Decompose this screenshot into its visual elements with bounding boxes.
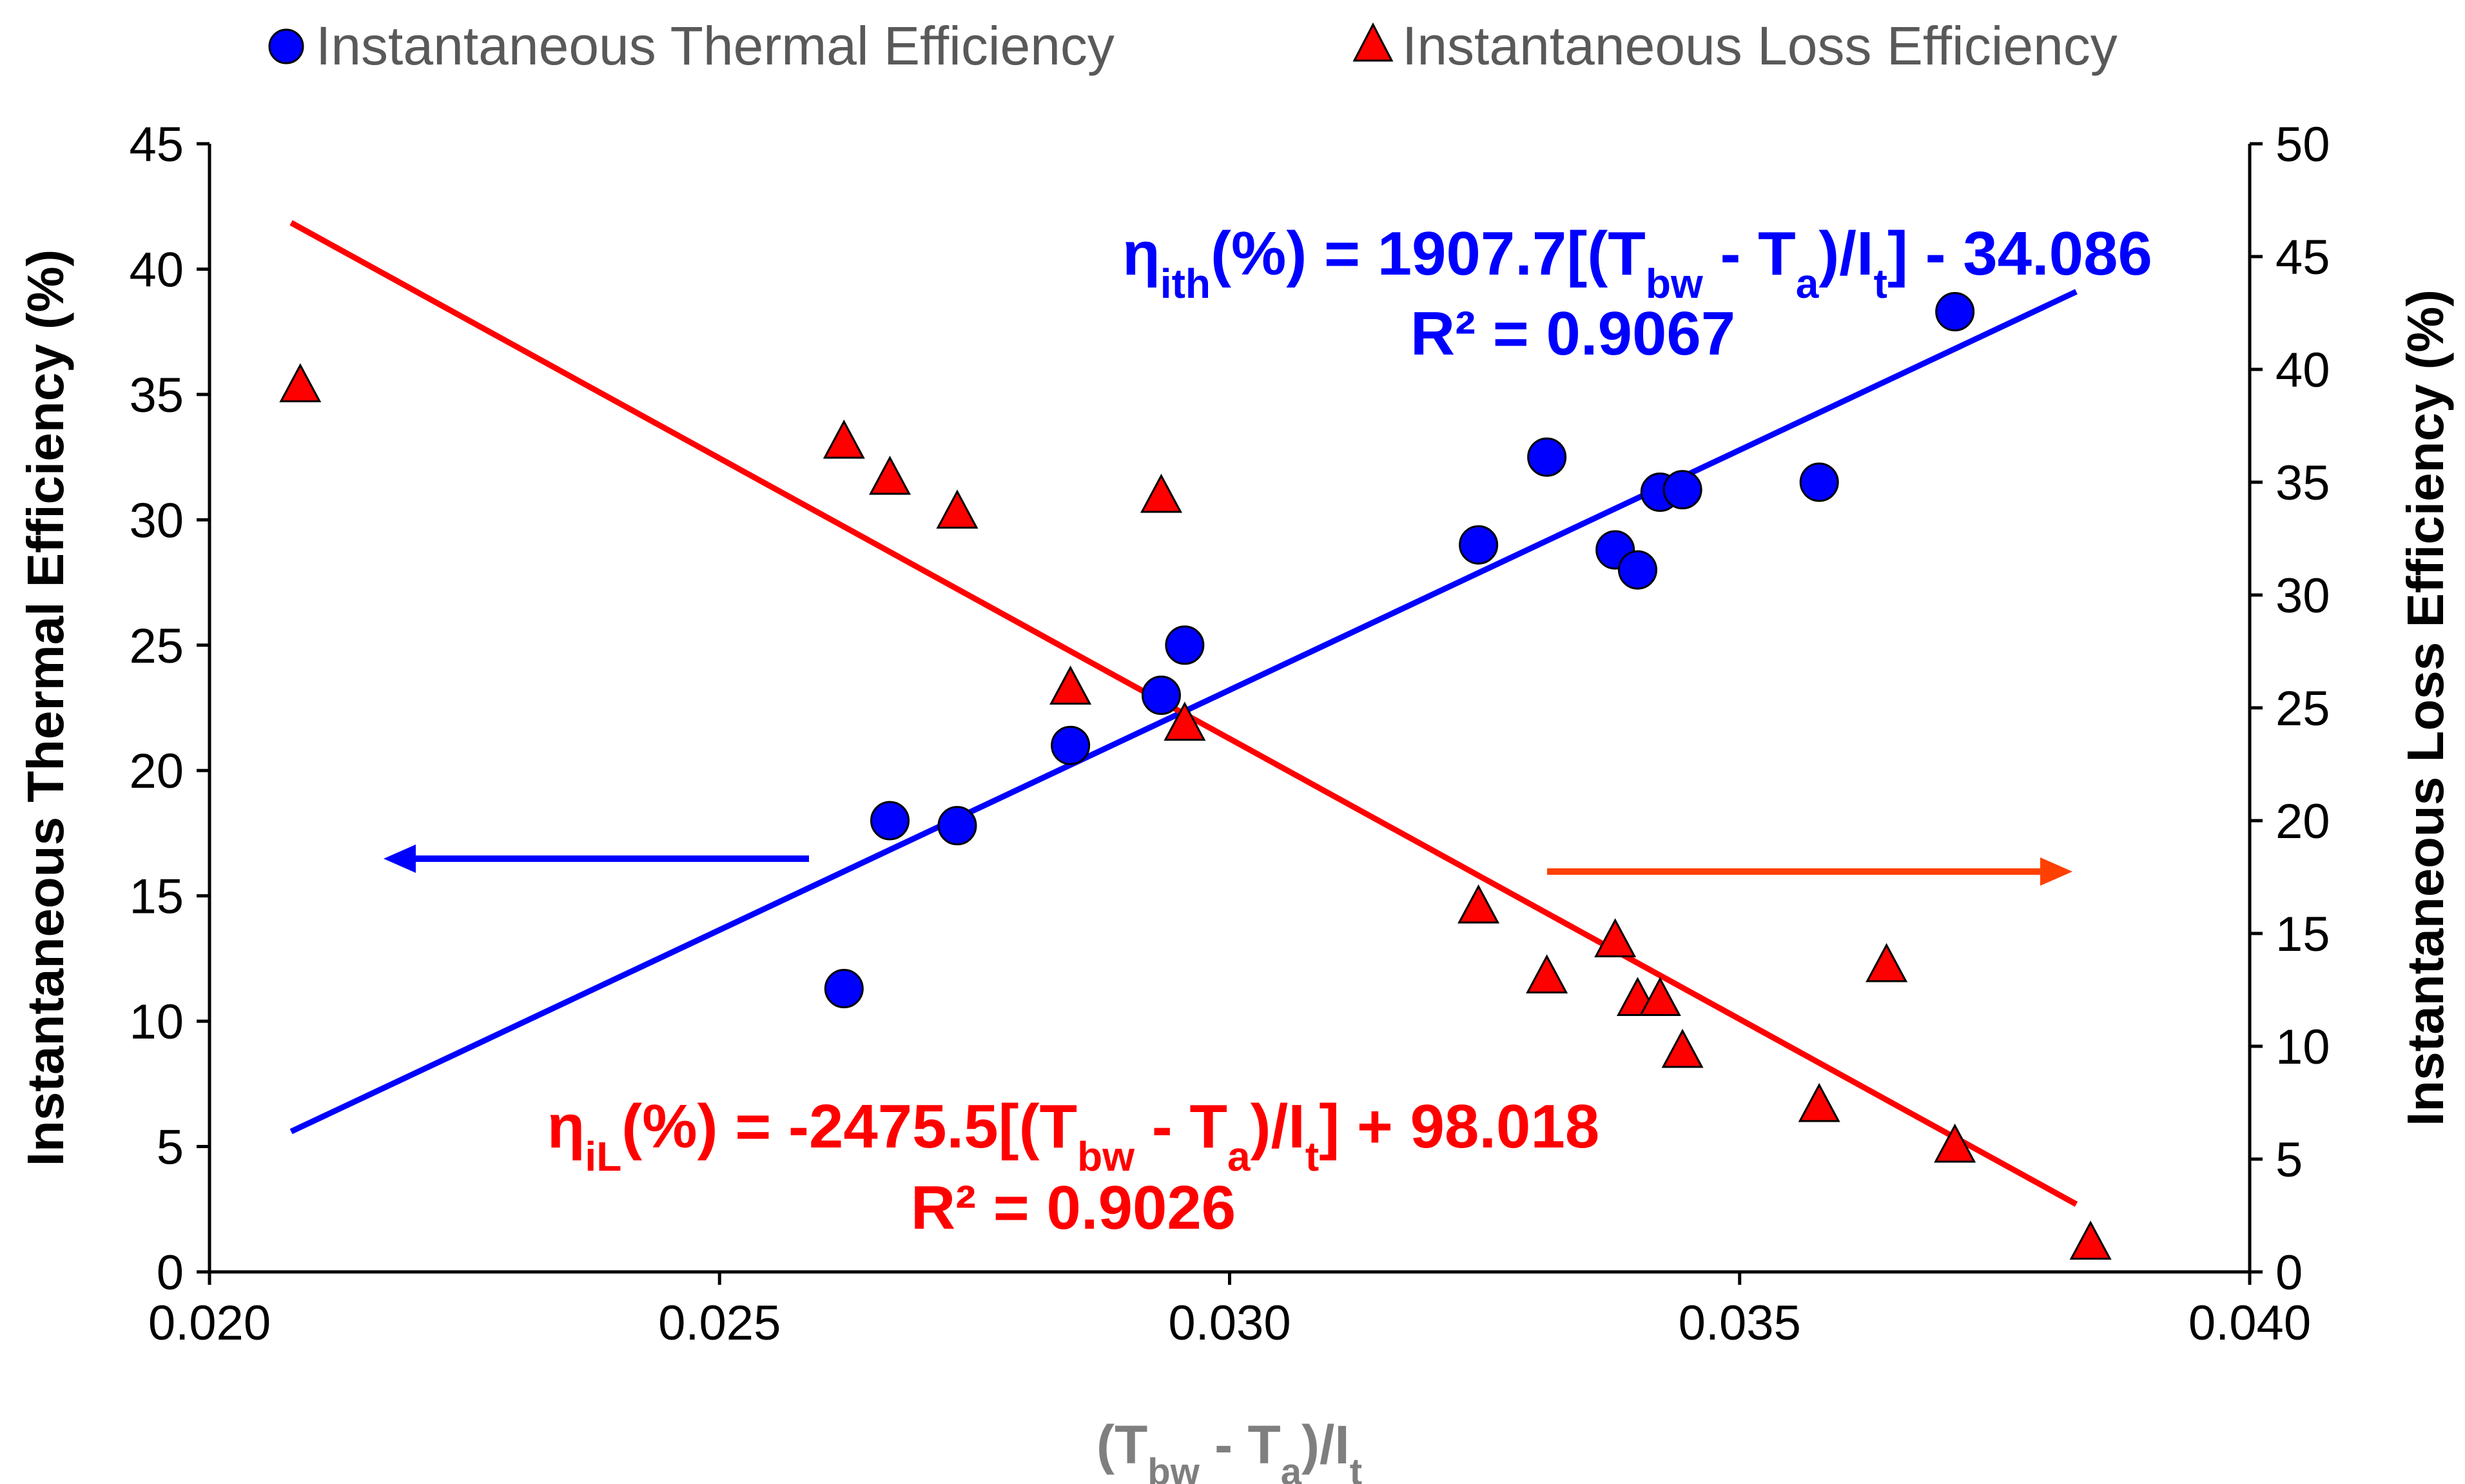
loss-point <box>1798 1082 1840 1122</box>
left-y-tick-label: 15 <box>129 870 184 924</box>
thermal-point <box>1662 470 1702 510</box>
loss-point <box>2069 1220 2112 1260</box>
right-y-tick-label: 25 <box>2275 681 2330 736</box>
left-y-axis-title: Instantaneous Thermal Efficiency (%) <box>17 249 74 1167</box>
right-axis-arrow-head <box>2040 857 2072 886</box>
right-y-axis-title: Instantaneous Loss Efficiency (%) <box>2397 289 2454 1126</box>
legend: Instantaneous Thermal Efficiency Instant… <box>268 15 2118 76</box>
x-tick-label: 0.035 <box>1679 1296 1801 1351</box>
thermal-point <box>1799 462 1839 502</box>
loss-point <box>1934 1123 1976 1163</box>
loss-point <box>1457 884 1500 924</box>
axis-arrows <box>384 845 2072 886</box>
loss-point <box>1140 473 1182 513</box>
thermal-point <box>1459 525 1499 565</box>
legend-loss-marker <box>1352 22 1394 62</box>
left-y-tick-label: 0 <box>157 1245 184 1300</box>
right-y-tick-label: 15 <box>2275 907 2330 962</box>
left-y-tick-label: 10 <box>129 995 184 1050</box>
thermal-r-squared: R² = 0.9067 <box>1410 299 1735 368</box>
left-y-axis-ticks: 0 5 10 15 20 25 30 35 40 45 <box>129 117 209 1300</box>
loss-point <box>1594 918 1637 957</box>
right-y-tick-label: 40 <box>2275 343 2330 398</box>
legend-thermal-label: Instantaneous Thermal Efficiency <box>316 15 1115 76</box>
thermal-point <box>1935 292 1975 332</box>
thermal-point <box>937 806 977 846</box>
left-y-tick-label: 30 <box>129 493 184 548</box>
right-y-tick-label: 50 <box>2275 117 2330 172</box>
x-axis-title: (Tbw - Ta)/It <box>1096 1414 1362 1484</box>
loss-point <box>1526 954 1568 993</box>
thermal-equation: ηith(%) = 1907.7[(Tbw - Ta)/It] - 34.086 <box>1122 219 2152 307</box>
left-y-tick-label: 35 <box>129 368 184 423</box>
left-y-tick-label: 25 <box>129 619 184 674</box>
right-y-axis-ticks: 0 5 10 15 20 25 30 35 40 45 50 <box>2250 117 2330 1300</box>
right-y-tick-label: 20 <box>2275 794 2330 849</box>
left-y-tick-label: 20 <box>129 744 184 799</box>
thermal-point <box>1618 550 1657 590</box>
right-y-tick-label: 10 <box>2275 1020 2330 1075</box>
thermal-point <box>1141 676 1181 716</box>
loss-equation: ηiL(%) = -2475.5[(Tbw - Ta)/It] + 98.018 <box>547 1092 1599 1180</box>
data-markers <box>279 292 2112 1260</box>
right-y-tick-label: 35 <box>2275 456 2330 511</box>
thermal-point <box>1051 725 1091 765</box>
loss-point <box>1866 942 1908 982</box>
loss-r-squared: R² = 0.9026 <box>911 1173 1236 1242</box>
right-y-tick-label: 30 <box>2275 569 2330 623</box>
left-y-tick-label: 5 <box>157 1120 184 1175</box>
loss-point <box>279 363 322 402</box>
loss-point <box>1164 701 1206 741</box>
thermal-point <box>870 801 910 841</box>
x-tick-label: 0.025 <box>658 1296 781 1351</box>
thermal-point <box>824 969 864 1009</box>
thermal-point <box>1527 437 1567 477</box>
right-y-tick-label: 45 <box>2275 230 2330 285</box>
legend-loss-label: Instantaneous Loss Efficiency <box>1402 15 2118 76</box>
loss-point <box>1639 977 1681 1016</box>
right-y-tick-label: 5 <box>2275 1133 2303 1187</box>
left-y-tick-label: 45 <box>129 117 184 172</box>
x-tick-label: 0.030 <box>1168 1296 1291 1351</box>
loss-point <box>936 489 979 529</box>
loss-point <box>1049 665 1092 705</box>
x-tick-label: 0.040 <box>2188 1296 2311 1351</box>
x-axis-ticks: 0.020 0.025 0.030 0.035 0.040 <box>148 1272 2311 1351</box>
x-tick-label: 0.020 <box>148 1296 271 1351</box>
loss-point <box>1661 1028 1704 1068</box>
legend-thermal-marker <box>268 28 304 64</box>
loss-point <box>823 419 865 459</box>
left-y-tick-label: 40 <box>129 242 184 297</box>
right-y-tick-label: 0 <box>2275 1245 2303 1300</box>
loss-point <box>869 455 911 495</box>
left-axis-arrow-head <box>384 845 416 873</box>
thermal-point <box>1165 625 1205 665</box>
